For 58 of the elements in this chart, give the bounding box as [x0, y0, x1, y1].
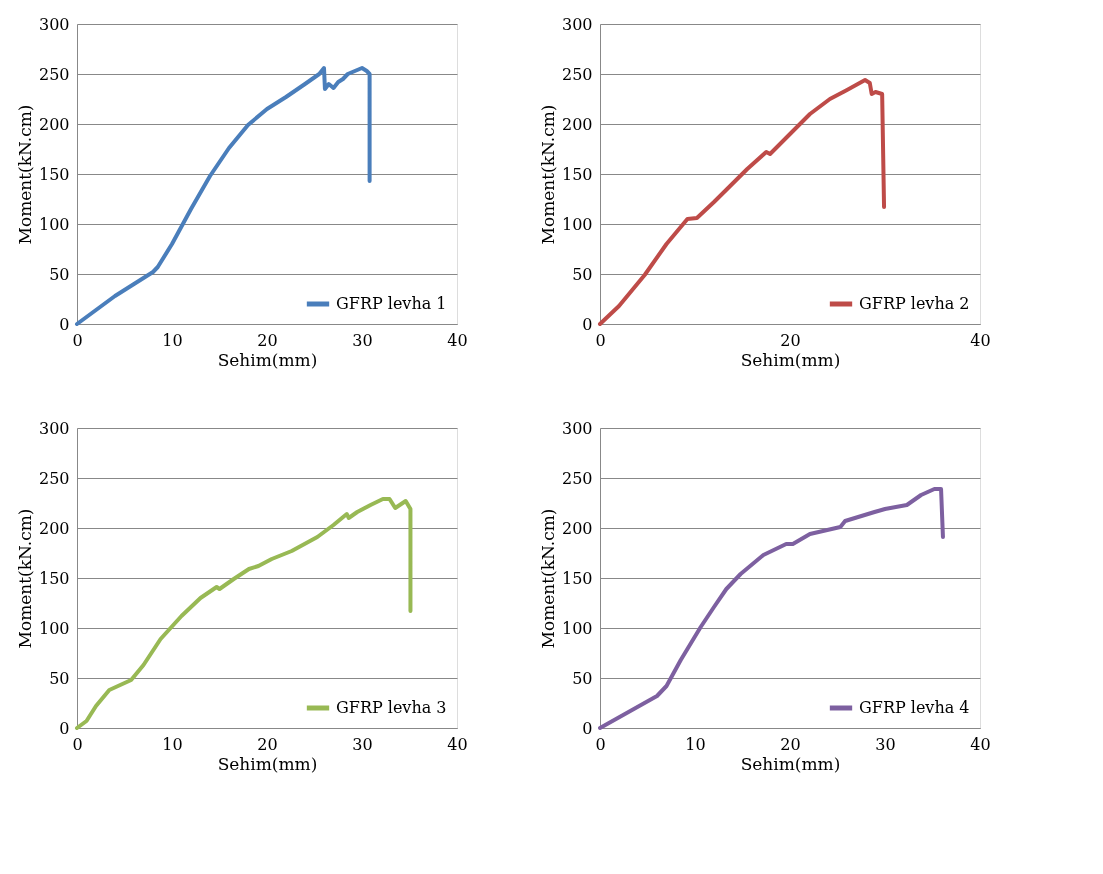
y-tick-label: 0: [582, 718, 593, 738]
y-tick-label: 0: [59, 314, 70, 334]
y-tick-label: 250: [561, 468, 593, 488]
x-tick-label: 10: [162, 330, 183, 350]
y-tick-label: 100: [561, 214, 593, 234]
y-tick-label: 250: [561, 64, 593, 84]
y-tick-label: 300: [38, 14, 70, 34]
x-tick-label: 0: [72, 330, 83, 350]
y-tick-label: 50: [572, 264, 593, 284]
x-tick-label: 30: [352, 330, 373, 350]
x-tick-label: 30: [352, 734, 373, 754]
x-tick-label: 40: [970, 734, 991, 754]
x-tick-label: 0: [595, 734, 606, 754]
legend-label: GFRP levha 4: [859, 698, 970, 717]
legend-label: GFRP levha 1: [336, 294, 447, 313]
y-tick-label: 250: [38, 64, 70, 84]
y-tick-label: 250: [38, 468, 70, 488]
y-tick-label: 50: [572, 668, 593, 688]
y-tick-label: 100: [38, 618, 70, 638]
legend-label: GFRP levha 2: [859, 294, 970, 313]
y-tick-label: 0: [59, 718, 70, 738]
y-tick-label: 100: [561, 618, 593, 638]
x-tick-label: 0: [595, 330, 606, 350]
y-tick-label: 150: [561, 164, 593, 184]
x-tick-label: 20: [780, 734, 801, 754]
x-tick-label: 10: [162, 734, 183, 754]
y-tick-label: 200: [38, 518, 70, 538]
y-axis-title: Moment(kN.cm): [537, 104, 558, 245]
x-tick-label: 20: [780, 330, 801, 350]
x-axis-title: Sehim(mm): [217, 349, 318, 370]
y-tick-label: 0: [582, 314, 593, 334]
x-axis-title: Sehim(mm): [217, 753, 318, 774]
y-tick-label: 200: [561, 518, 593, 538]
x-tick-label: 20: [257, 734, 278, 754]
legend-label: GFRP levha 3: [336, 698, 447, 717]
y-tick-label: 50: [49, 264, 70, 284]
y-tick-label: 150: [38, 568, 70, 588]
y-tick-label: 300: [561, 14, 593, 34]
y-axis-title: Moment(kN.cm): [14, 508, 35, 649]
x-tick-label: 40: [447, 734, 468, 754]
x-axis-title: Sehim(mm): [740, 753, 841, 774]
x-tick-label: 10: [685, 734, 706, 754]
x-tick-label: 20: [257, 330, 278, 350]
y-tick-label: 300: [561, 418, 593, 438]
y-axis-title: Moment(kN.cm): [14, 104, 35, 245]
y-tick-label: 300: [38, 418, 70, 438]
x-axis-title: Sehim(mm): [740, 349, 841, 370]
y-tick-label: 50: [49, 668, 70, 688]
x-tick-label: 30: [875, 734, 896, 754]
y-axis-title: Moment(kN.cm): [537, 508, 558, 649]
x-tick-label: 40: [447, 330, 468, 350]
y-tick-label: 200: [561, 114, 593, 134]
y-tick-label: 200: [38, 114, 70, 134]
y-tick-label: 150: [38, 164, 70, 184]
y-tick-label: 100: [38, 214, 70, 234]
x-tick-label: 0: [72, 734, 83, 754]
x-tick-label: 40: [970, 330, 991, 350]
y-tick-label: 150: [561, 568, 593, 588]
